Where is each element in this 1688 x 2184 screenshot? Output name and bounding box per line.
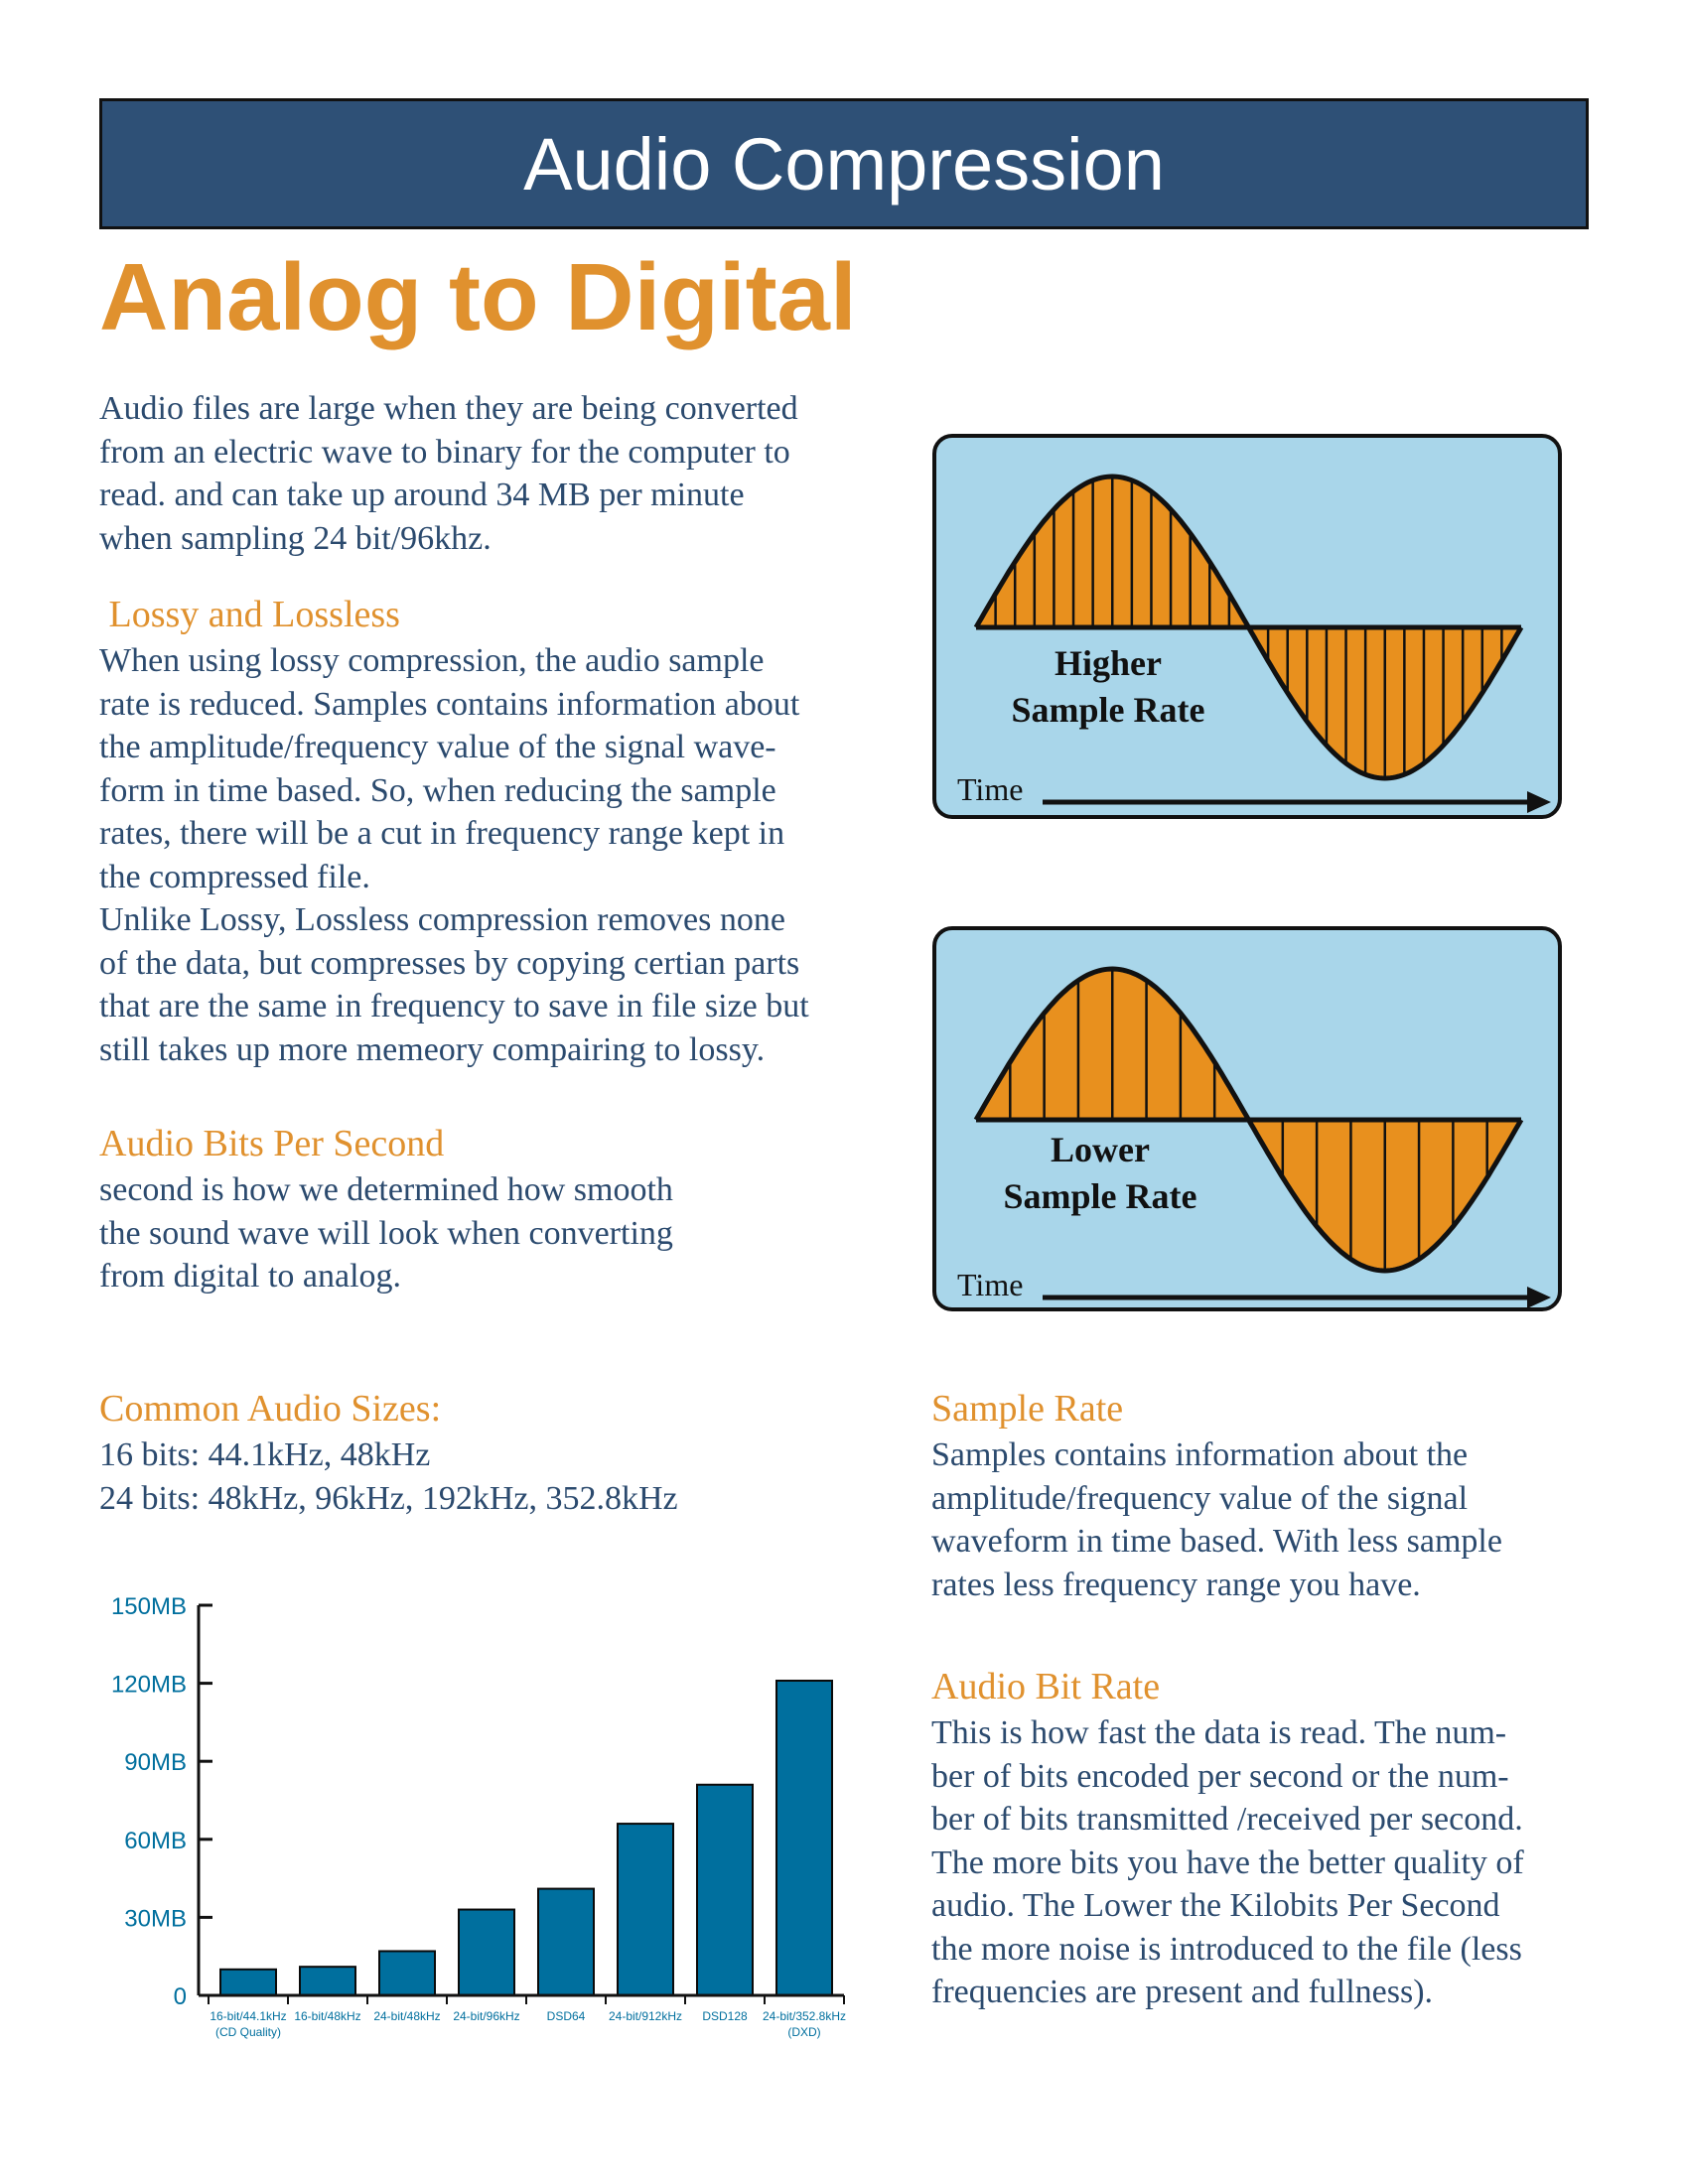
diagram-label-line1: Lower — [1051, 1130, 1150, 1169]
lossy-line: the compressed file. — [99, 858, 370, 895]
y-tick-label: 60MB — [124, 1828, 187, 1854]
banner-title: Audio Compression — [523, 122, 1165, 205]
bit-rate-paragraph: This is how fast the data is read. The n… — [931, 1711, 1524, 2014]
chart-bar — [775, 1679, 833, 1996]
chart-bar — [219, 1968, 277, 1996]
y-tick-label: 150MB — [111, 1593, 187, 1620]
lossy-line: still takes up more memeory compairing t… — [99, 1030, 766, 1068]
sample-rate-line: Samples contains information about the — [931, 1436, 1469, 1473]
y-tick-label: 30MB — [124, 1905, 187, 1932]
lossy-line: Unlike Lossy, Lossless compression remov… — [99, 901, 785, 938]
bps-line: second is how we determined how smooth — [99, 1171, 673, 1208]
sample-rate-heading: Sample Rate — [931, 1388, 1124, 1430]
bps-line: the sound wave will look when converting — [99, 1214, 673, 1252]
y-tick-label: 0 — [174, 1983, 187, 2010]
time-axis-label: Time — [957, 1267, 1023, 1302]
lossy-line: rates, there will be a cut in frequency … — [99, 815, 785, 852]
sine-wave — [973, 966, 1524, 1274]
chart-bar — [537, 1887, 595, 1996]
common-sizes-line: 16 bits: 44.1kHz, 48kHz — [99, 1436, 431, 1473]
common-sizes-line: 24 bits: 48kHz, 96kHz, 192kHz, 352.8kHz — [99, 1479, 678, 1517]
x-tick-label: 16-bit/44.1kHz — [210, 2009, 286, 2023]
sample-rate-line: waveform in time based. With less sample — [931, 1523, 1502, 1560]
bit-rate-line: ber of bits encoded per second or the nu… — [931, 1757, 1509, 1795]
bit-rate-line: This is how fast the data is read. The n… — [931, 1714, 1507, 1751]
chart-bar — [378, 1950, 436, 1996]
common-sizes-paragraph: 16 bits: 44.1kHz, 48kHz 24 bits: 48kHz, … — [99, 1433, 678, 1520]
bit-rate-line: The more bits you have the better qualit… — [931, 1843, 1524, 1881]
x-tick-label: (DXD) — [787, 2025, 820, 2039]
audio-size-bar-chart: 16-bit/44.1kHz (CD Quality) 16-bit/48kHz 24… — [79, 1578, 874, 2055]
intro-paragraph: Audio files are large when they are bein… — [99, 387, 798, 560]
lossy-heading: Lossy and Lossless — [99, 594, 400, 635]
lossy-line: When using lossy compression, the audio … — [99, 642, 765, 679]
bps-line: from digital to analog. — [99, 1258, 402, 1295]
diagram-canvas: Higher Sample Rate Time — [932, 434, 1562, 819]
diagram-label-line2: Sample Rate — [1012, 690, 1205, 730]
sample-rate-paragraph: Samples contains information about the a… — [931, 1433, 1502, 1606]
chart-bar — [299, 1966, 356, 1996]
x-tick-label: (CD Quality) — [215, 2025, 281, 2039]
bit-rate-line: frequencies are present and fullness). — [931, 1974, 1434, 2010]
lossy-line: form in time based. So, when reducing th… — [99, 771, 776, 809]
chart-bar — [458, 1908, 515, 1997]
y-tick-label: 90MB — [124, 1749, 187, 1776]
higher-sample-rate-diagram: Higher Sample Rate Time — [931, 433, 1563, 820]
bit-rate-heading: Audio Bit Rate — [931, 1666, 1161, 1707]
sample-rate-line: rates less frequency range you have. — [931, 1566, 1421, 1603]
lower-sample-rate-diagram: Lower Sample Rate Time — [931, 925, 1563, 1312]
lossy-line: the amplitude/frequency value of the sig… — [99, 729, 776, 765]
y-tick-label: 120MB — [111, 1672, 187, 1699]
intro-line: Audio files are large when they are bein… — [99, 390, 798, 427]
time-axis-label: Time — [957, 771, 1023, 807]
time-arrow-icon — [1527, 791, 1551, 813]
bit-rate-line: audio. The Lower the Kilobits Per Second — [931, 1887, 1500, 1924]
chart-bar — [696, 1783, 754, 1996]
lossy-line: of the data, but compresses by copying c… — [99, 944, 800, 982]
time-arrow-icon — [1527, 1287, 1551, 1308]
header-banner: Audio Compression — [99, 98, 1589, 229]
x-tick-label: 16-bit/48kHz — [294, 2009, 360, 2023]
x-tick-label: DSD64 — [547, 2009, 586, 2023]
bit-rate-line: the more noise is introduced to the file… — [931, 1930, 1522, 1968]
chart-canvas: 16-bit/44.1kHz (CD Quality) 16-bit/48kHz 24… — [111, 1593, 846, 2039]
intro-line: from an electric wave to binary for the … — [99, 433, 790, 471]
lossy-line: rate is reduced. Samples contains inform… — [99, 685, 800, 723]
diagram-canvas: Lower Sample Rate Time — [932, 926, 1562, 1311]
common-sizes-heading: Common Audio Sizes: — [99, 1388, 442, 1430]
bit-rate-line: ber of bits transmitted /received per se… — [931, 1801, 1523, 1838]
sine-wave — [973, 474, 1524, 781]
x-tick-label: 24-bit/912kHz — [609, 2009, 682, 2023]
sample-rate-line: amplitude/frequency value of the signal — [931, 1479, 1469, 1517]
x-tick-label: 24-bit/48kHz — [373, 2009, 440, 2023]
x-tick-label: DSD128 — [702, 2009, 748, 2023]
x-tick-label: 24-bit/352.8kHz — [763, 2009, 846, 2023]
bps-paragraph: second is how we determined how smooth t… — [99, 1168, 673, 1298]
chart-bar — [617, 1823, 674, 1996]
intro-line: read. and can take up around 34 MB per m… — [99, 477, 745, 513]
intro-line: when sampling 24 bit/96khz. — [99, 519, 492, 557]
lossy-paragraph: When using lossy compression, the audio … — [99, 639, 809, 1071]
diagram-label-line1: Higher — [1055, 643, 1162, 683]
bps-heading: Audio Bits Per Second — [99, 1123, 445, 1164]
page-title: Analog to Digital — [99, 244, 857, 350]
x-tick-label: 24-bit/96kHz — [453, 2009, 519, 2023]
lossy-line: that are the same in frequency to save i… — [99, 988, 809, 1024]
diagram-label-line2: Sample Rate — [1004, 1176, 1197, 1216]
